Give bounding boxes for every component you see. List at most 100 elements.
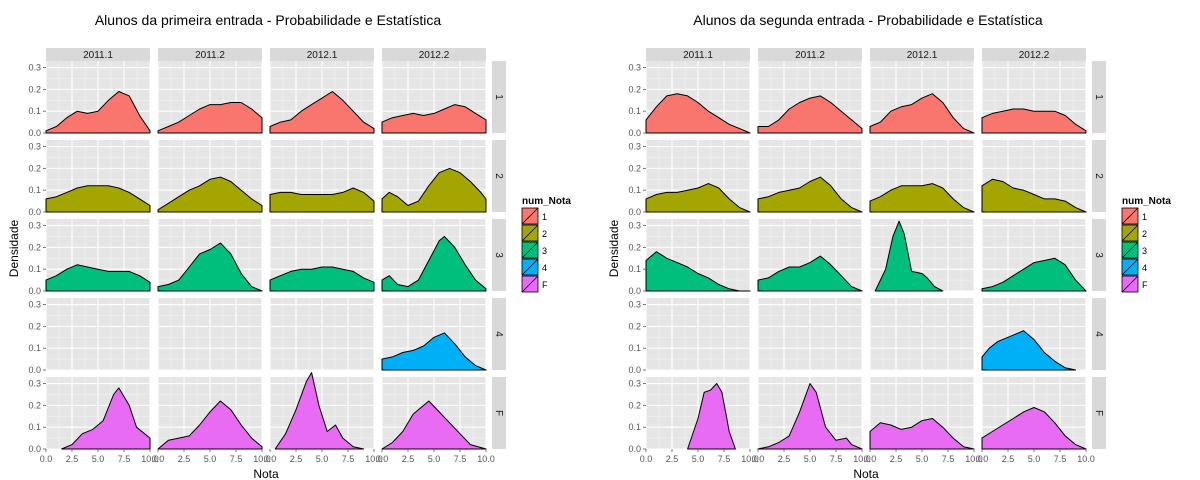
x-tick-label: 10.0 — [1077, 454, 1095, 464]
y-tick-label: 0.0 — [28, 365, 41, 375]
row-strip-label: F — [493, 410, 504, 416]
y-tick-label: 0.3 — [628, 63, 641, 73]
y-tick-label: 0.3 — [28, 300, 41, 310]
x-tick-label: 0.0 — [152, 454, 165, 464]
x-tick-label: 10.0 — [741, 454, 759, 464]
chart-1: Alunos da primeira entrada - Probabilida… — [7, 12, 571, 480]
density-area-2-2012.2 — [381, 167, 487, 213]
x-tick-label: 10.0 — [853, 454, 871, 464]
y-tick-label: 0.0 — [628, 286, 641, 296]
legend-key-diagonal — [521, 275, 539, 293]
y-tick-label: 0.2 — [28, 163, 41, 173]
row-strip — [492, 377, 506, 449]
column-strip-label: 2012.1 — [907, 50, 938, 61]
x-tick-label: 0.0 — [264, 454, 277, 464]
x-tick-label: 0.0 — [864, 454, 877, 464]
y-tick-label: 0.2 — [28, 321, 41, 331]
legend-label: 4 — [542, 263, 547, 273]
legend-title: num_Nota — [1122, 196, 1171, 207]
legend-key-diagonal — [1121, 207, 1139, 225]
column-strip — [758, 48, 862, 61]
column-strip — [270, 48, 374, 61]
x-tick-label: 10.0 — [365, 454, 383, 464]
legend-label: 2 — [542, 229, 547, 239]
row-strip-label: 1 — [1093, 94, 1104, 100]
column-strip-label: 2012.1 — [307, 50, 338, 61]
x-tick-label: 0.0 — [752, 454, 765, 464]
x-tick-label: 5.0 — [204, 454, 217, 464]
y-tick-label: 0.1 — [28, 343, 41, 353]
y-tick-label: 0.1 — [28, 185, 41, 195]
row-strip-label: 2 — [1093, 173, 1104, 179]
x-tick-label: 7.5 — [830, 454, 843, 464]
x-tick-label: 7.5 — [1054, 454, 1067, 464]
row-strip-label: 3 — [1093, 252, 1104, 258]
y-tick-label: 0.0 — [28, 286, 41, 296]
density-area-F-2011.2 — [757, 383, 863, 450]
legend-label: F — [542, 280, 548, 290]
density-area-3-2011.1 — [45, 264, 151, 292]
y-axis-title: Densidade — [7, 219, 21, 277]
x-tick-label: 2.5 — [66, 454, 79, 464]
x-tick-label: 0.0 — [376, 454, 389, 464]
legend-key-diagonal — [521, 224, 539, 242]
y-tick-label: 0.3 — [628, 221, 641, 231]
x-tick-label: 10.0 — [477, 454, 495, 464]
row-strip — [1092, 298, 1106, 370]
x-tick-label: 2.5 — [778, 454, 791, 464]
y-tick-label: 0.3 — [28, 221, 41, 231]
legend-key-diagonal — [1121, 275, 1139, 293]
y-tick-label: 0.2 — [628, 163, 641, 173]
density-area-3-2011.2 — [757, 255, 863, 292]
y-tick-label: 0.3 — [28, 63, 41, 73]
row-strip — [492, 298, 506, 370]
y-tick-label: 0.1 — [628, 185, 641, 195]
y-tick-label: 0.2 — [28, 400, 41, 410]
x-tick-label: 10.0 — [253, 454, 271, 464]
legend-key-diagonal — [521, 241, 539, 259]
x-axis-title: Nota — [853, 467, 879, 480]
y-tick-label: 0.2 — [628, 400, 641, 410]
x-tick-label: 5.0 — [1028, 454, 1041, 464]
density-area-2-2012.1 — [269, 187, 375, 213]
row-strip — [492, 219, 506, 291]
y-tick-label: 0.2 — [28, 242, 41, 252]
density-area-1-2011.1 — [645, 93, 751, 134]
y-tick-label: 0.3 — [28, 379, 41, 389]
row-strip — [1092, 377, 1106, 449]
y-tick-label: 0.3 — [628, 300, 641, 310]
row-strip — [492, 61, 506, 133]
x-tick-label: 7.5 — [718, 454, 731, 464]
density-area-3-2011.1 — [645, 251, 751, 292]
density-area-3-2012.2 — [981, 257, 1087, 292]
x-tick-label: 5.0 — [804, 454, 817, 464]
density-area-3-2012.2 — [381, 236, 487, 292]
y-tick-label: 0.1 — [28, 264, 41, 274]
legend-key-diagonal — [1121, 224, 1139, 242]
legend-key-diagonal — [1121, 258, 1139, 276]
y-tick-label: 0.2 — [628, 242, 641, 252]
density-area-F-2011.1 — [687, 383, 736, 450]
x-tick-label: 2.5 — [1002, 454, 1015, 464]
legend-label: 3 — [1142, 246, 1147, 256]
y-tick-label: 0.2 — [628, 84, 641, 94]
y-tick-label: 0.1 — [628, 106, 641, 116]
legend-label: 3 — [542, 246, 547, 256]
density-area-1-2012.1 — [869, 93, 975, 134]
row-strip-label: 4 — [1093, 331, 1104, 337]
x-tick-label: 7.5 — [942, 454, 955, 464]
x-tick-label: 0.0 — [976, 454, 989, 464]
x-tick-label: 7.5 — [454, 454, 467, 464]
column-strip — [646, 48, 750, 61]
column-strip-label: 2012.2 — [1019, 50, 1050, 61]
column-strip — [982, 48, 1086, 61]
chart-2: Alunos da segunda entrada - Probabilidad… — [607, 12, 1171, 480]
y-tick-label: 0.3 — [628, 142, 641, 152]
density-area-F-2011.2 — [157, 400, 263, 450]
row-strip — [1092, 140, 1106, 212]
density-area-F-2012.1 — [869, 418, 975, 450]
column-strip-label: 2011.1 — [83, 50, 113, 61]
y-tick-label: 0.0 — [628, 207, 641, 217]
